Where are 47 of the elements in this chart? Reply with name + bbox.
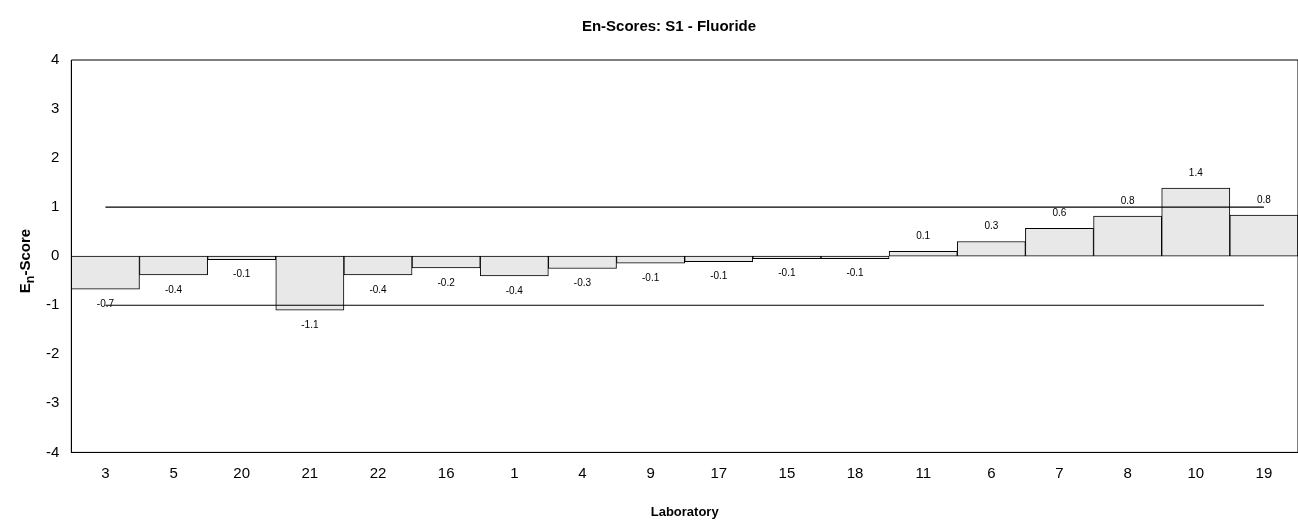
data-label: -0.4 <box>369 283 388 295</box>
data-label: 0.1 <box>916 230 931 242</box>
y-tick-label: -3 <box>45 393 60 411</box>
x-tick-label: 16 <box>437 463 455 481</box>
data-label: 0.3 <box>984 220 999 232</box>
data-label: -1.1 <box>301 318 319 330</box>
x-tick-label: 15 <box>778 463 796 481</box>
data-label: 0.6 <box>1052 206 1067 218</box>
data-label: -0.7 <box>96 297 115 309</box>
x-tick-label: 17 <box>710 463 728 481</box>
data-label: -0.1 <box>846 267 865 279</box>
x-tick-label: 7 <box>1055 463 1064 481</box>
data-label: -0.1 <box>233 268 251 280</box>
data-label: -0.1 <box>710 270 728 282</box>
x-tick-label: 11 <box>915 463 931 481</box>
data-label: -0.2 <box>437 276 456 288</box>
x-tick-label: 8 <box>1123 463 1132 481</box>
x-tick-label: 1 <box>510 463 519 481</box>
y-tick-label: -2 <box>45 344 60 362</box>
y-tick-label: 0 <box>50 246 60 264</box>
data-label: -0.4 <box>505 284 524 296</box>
data-label: -0.1 <box>778 267 796 279</box>
x-tick-label: 6 <box>987 463 996 481</box>
y-tick-label: 3 <box>50 99 60 117</box>
y-tick-label: 1 <box>50 197 60 215</box>
data-label: -0.1 <box>641 271 660 283</box>
chart-title: En-Scores: S1 - Fluoride <box>581 17 757 35</box>
x-axis-title: Laboratory <box>650 503 720 519</box>
x-tick-label: 19 <box>1255 463 1273 481</box>
x-tick-label: 21 <box>301 463 319 481</box>
y-tick-label: 4 <box>50 50 60 68</box>
data-label: 1.4 <box>1188 166 1204 178</box>
y-tick-label: 2 <box>50 148 60 166</box>
x-tick-label: 3 <box>101 463 110 481</box>
x-tick-label: 9 <box>646 463 655 481</box>
data-label: -0.3 <box>573 277 592 289</box>
y-tick-label: -4 <box>45 442 60 460</box>
x-tick-label: 20 <box>233 463 251 481</box>
x-tick-label: 5 <box>169 463 178 481</box>
data-label: 0.8 <box>1120 194 1136 206</box>
x-tick-label: 4 <box>578 463 587 481</box>
x-tick-label: 22 <box>369 463 387 481</box>
data-label: -0.4 <box>164 283 183 295</box>
x-tick-label: 18 <box>846 463 864 481</box>
data-label: 0.8 <box>1256 193 1272 205</box>
y-tick-label: -1 <box>45 295 60 313</box>
x-tick-label: 10 <box>1187 463 1205 481</box>
